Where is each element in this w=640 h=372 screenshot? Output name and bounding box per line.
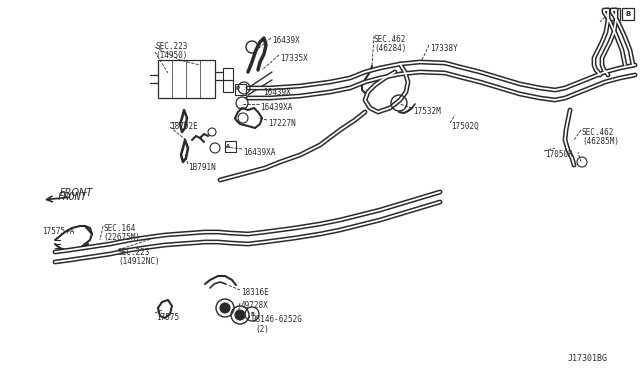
Text: 17227N: 17227N xyxy=(268,119,296,128)
Text: A: A xyxy=(611,11,617,17)
Text: 17575+A: 17575+A xyxy=(42,227,74,236)
Bar xyxy=(225,141,236,152)
Text: 17338Y: 17338Y xyxy=(430,44,458,53)
Text: 18316E: 18316E xyxy=(241,288,269,297)
Text: 1B791N: 1B791N xyxy=(188,163,216,172)
Text: A: A xyxy=(226,144,230,148)
Bar xyxy=(622,8,634,20)
Text: 18792E: 18792E xyxy=(170,122,198,131)
Text: 08146-6252G: 08146-6252G xyxy=(251,315,302,324)
Text: SEC.223: SEC.223 xyxy=(155,42,188,51)
Text: 16439XA: 16439XA xyxy=(260,103,292,112)
Circle shape xyxy=(235,310,245,320)
Text: (22675M): (22675M) xyxy=(103,233,140,242)
Text: J17301BG: J17301BG xyxy=(568,354,608,363)
Bar xyxy=(158,60,215,98)
Text: 16439XA: 16439XA xyxy=(243,148,275,157)
Text: 17575: 17575 xyxy=(156,313,179,322)
Circle shape xyxy=(220,303,230,313)
Text: SEC.462: SEC.462 xyxy=(582,128,614,137)
Text: P: P xyxy=(236,87,240,92)
Text: FRONT: FRONT xyxy=(60,188,93,198)
Text: 17532M: 17532M xyxy=(413,107,441,116)
Text: 17502Q: 17502Q xyxy=(451,122,479,131)
Text: 16439X: 16439X xyxy=(263,88,291,97)
Text: SEC.164: SEC.164 xyxy=(103,224,136,233)
Text: (14912NC): (14912NC) xyxy=(118,257,159,266)
Text: SEC.223: SEC.223 xyxy=(118,248,150,257)
Text: 16439X: 16439X xyxy=(272,36,300,45)
Text: 17335X: 17335X xyxy=(280,54,308,63)
Text: (46285M): (46285M) xyxy=(582,137,619,146)
Bar xyxy=(223,68,233,80)
Text: 17050R: 17050R xyxy=(545,150,573,159)
Text: FRONT: FRONT xyxy=(58,192,88,202)
Bar xyxy=(608,8,620,20)
Bar xyxy=(235,84,246,95)
Text: 49728X: 49728X xyxy=(241,301,269,310)
Text: SEC.462: SEC.462 xyxy=(374,35,406,44)
Text: (2): (2) xyxy=(255,325,269,334)
Text: (14950): (14950) xyxy=(155,51,188,60)
Text: (46284): (46284) xyxy=(374,44,406,53)
Text: B: B xyxy=(625,11,630,17)
Text: B: B xyxy=(250,311,254,317)
Bar xyxy=(223,80,233,92)
